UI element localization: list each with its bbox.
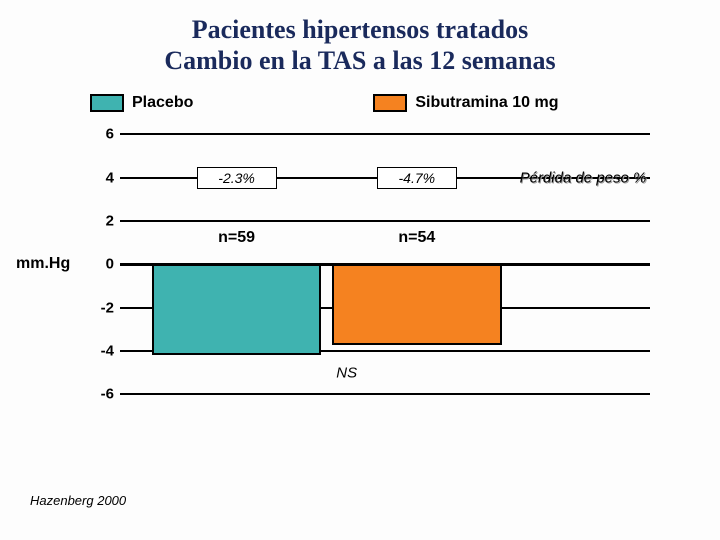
gridline xyxy=(120,133,650,135)
legend-item-placebo: Placebo xyxy=(90,94,193,112)
y-tick-label: 4 xyxy=(90,169,114,186)
legend-label-placebo: Placebo xyxy=(132,94,193,112)
significance-label: NS xyxy=(336,364,357,381)
gridline xyxy=(120,393,650,395)
pct-label-sibutramina: -4.7% xyxy=(377,167,457,189)
title-line-2: Cambio en la TAS a las 12 semanas xyxy=(164,46,555,75)
legend: Placebo Sibutramina 10 mg xyxy=(0,94,720,112)
legend-swatch-sibutramina xyxy=(373,94,407,112)
chart-title: Pacientes hipertensos tratados Cambio en… xyxy=(0,0,720,76)
n-label-sibutramina: n=54 xyxy=(398,229,435,247)
y-tick-label: -6 xyxy=(90,386,114,403)
y-tick-label: 2 xyxy=(90,213,114,230)
pct-label-placebo: -2.3% xyxy=(197,167,277,189)
legend-label-sibutramina: Sibutramina 10 mg xyxy=(415,94,558,112)
plot-area: 6420-2-4-6-2.3%n=59-4.7%n=54Pérdida de p… xyxy=(120,134,650,394)
legend-item-sibutramina: Sibutramina 10 mg xyxy=(373,94,558,112)
y-tick-label: -4 xyxy=(90,343,114,360)
gridline xyxy=(120,220,650,222)
y-axis-label: mm.Hg xyxy=(16,255,70,273)
title-line-1: Pacientes hipertensos tratados xyxy=(192,15,529,44)
bar-sibutramina xyxy=(332,264,502,344)
n-label-placebo: n=59 xyxy=(218,229,255,247)
citation: Hazenberg 2000 xyxy=(30,493,126,508)
y-tick-label: 0 xyxy=(90,256,114,273)
weight-loss-note: Pérdida de peso % xyxy=(520,169,647,186)
y-tick-label: -2 xyxy=(90,299,114,316)
legend-swatch-placebo xyxy=(90,94,124,112)
chart-area: mm.Hg 6420-2-4-6-2.3%n=59-4.7%n=54Pérdid… xyxy=(90,134,650,394)
y-tick-label: 6 xyxy=(90,126,114,143)
bar-placebo xyxy=(152,264,322,355)
